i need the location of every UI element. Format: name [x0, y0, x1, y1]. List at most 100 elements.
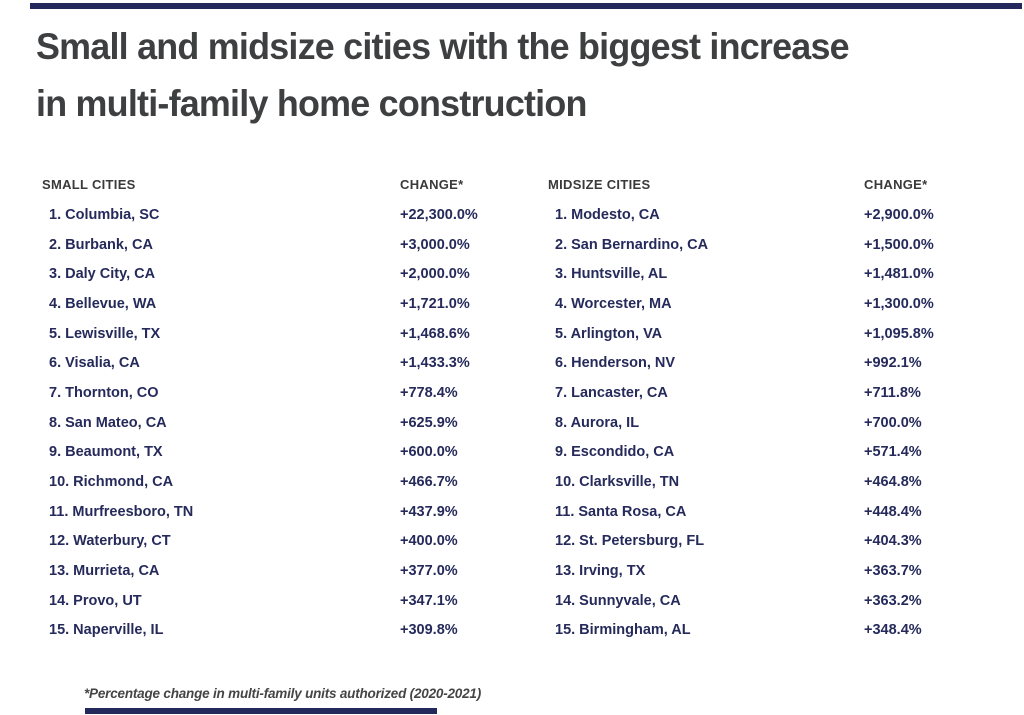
city-rank-name: 8. Aurora, IL [555, 414, 640, 431]
city-rank-name: 11. Santa Rosa, CA [555, 503, 687, 520]
change-value: +1,481.0% [864, 266, 934, 283]
table-row: 12. Waterbury, CT +400.0% [42, 527, 534, 557]
change-value: +2,000.0% [400, 266, 470, 283]
table-row: 5. Lewisville, TX +1,468.6% [42, 319, 534, 349]
change-value: +700.0% [864, 414, 922, 431]
table-row: 11. Murfreesboro, TN +437.9% [42, 497, 534, 527]
change-value: +1,433.3% [400, 355, 470, 372]
city-rank-name: 7. Lancaster, CA [555, 384, 668, 401]
city-rank-name: 2. San Bernardino, CA [555, 236, 709, 253]
city-rank-name: 14. Sunnyvale, CA [555, 592, 681, 609]
change-value: +1,468.6% [400, 325, 470, 342]
midsize-cities-change-header: CHANGE* [864, 176, 928, 192]
change-value: +363.2% [864, 592, 922, 609]
city-rank-name: 10. Clarksville, TN [555, 474, 680, 491]
change-value: +778.4% [400, 384, 458, 401]
city-rank-name: 4. Worcester, MA [555, 295, 672, 312]
table-row: 8. Aurora, IL +700.0% [548, 408, 1024, 438]
change-value: +1,500.0% [864, 236, 934, 253]
city-rank-name: 12. St. Petersburg, FL [555, 533, 705, 550]
city-rank-name: 13. Murrieta, CA [49, 563, 160, 580]
table-row: 1. Columbia, SC +22,300.0% [42, 200, 534, 230]
city-rank-name: 6. Visalia, CA [49, 355, 140, 372]
city-rank-name: 3. Daly City, CA [49, 266, 156, 283]
table-row: 4. Worcester, MA +1,300.0% [548, 289, 1024, 319]
table-row: 9. Beaumont, TX +600.0% [42, 438, 534, 468]
table-row: 7. Thornton, CO +778.4% [42, 378, 534, 408]
midsize-cities-rows: 1. Modesto, CA +2,900.0% 2. San Bernardino… [548, 200, 1024, 645]
city-rank-name: 15. Naperville, IL [49, 622, 164, 639]
change-value: +309.8% [400, 622, 458, 639]
city-rank-name: 9. Beaumont, TX [49, 444, 163, 461]
change-value: +711.8% [864, 384, 921, 401]
city-rank-name: 11. Murfreesboro, TN [49, 503, 194, 520]
change-value: +625.9% [400, 414, 458, 431]
table-row: 8. San Mateo, CA +625.9% [42, 408, 534, 438]
table-row: 15. Naperville, IL +309.8% [42, 616, 534, 646]
small-cities-header: SMALL CITIES [42, 176, 136, 192]
change-value: +464.8% [864, 474, 922, 491]
change-value: +348.4% [864, 622, 922, 639]
city-rank-name: 15. Birmingham, AL [555, 622, 691, 639]
page-title: Small and midsize cities with the bigges… [36, 18, 850, 132]
small-cities-change-header: CHANGE* [400, 176, 464, 192]
change-value: +1,095.8% [864, 325, 934, 342]
page-title-line1: Small and midsize cities with the bigges… [36, 26, 850, 67]
city-rank-name: 3. Huntsville, AL [555, 266, 668, 283]
midsize-cities-column: MIDSIZE CITIES CHANGE* 1. Modesto, CA +2,… [548, 177, 1024, 645]
city-rank-name: 5. Lewisville, TX [49, 325, 161, 342]
table-row: 12. St. Petersburg, FL +404.3% [548, 527, 1024, 557]
change-value: +2,900.0% [864, 206, 934, 223]
table-row: 9. Escondido, CA +571.4% [548, 438, 1024, 468]
table-row: 2. Burbank, CA +3,000.0% [42, 230, 534, 260]
change-value: +400.0% [400, 533, 458, 550]
page-title-line2: in multi-family home construction [36, 83, 587, 124]
table-row: 15. Birmingham, AL +348.4% [548, 616, 1024, 646]
city-rank-name: 7. Thornton, CO [49, 384, 159, 401]
change-value: +404.3% [864, 533, 922, 550]
small-cities-column: SMALL CITIES CHANGE* 1. Columbia, SC +22,… [42, 177, 534, 645]
table-row: 11. Santa Rosa, CA +448.4% [548, 497, 1024, 527]
city-rank-name: 6. Henderson, NV [555, 355, 676, 372]
change-value: +600.0% [400, 444, 458, 461]
table-row: 14. Provo, UT +347.1% [42, 586, 534, 616]
city-rank-name: 5. Arlington, VA [555, 325, 663, 342]
bottom-border-bar [85, 708, 437, 714]
small-cities-header-row: SMALL CITIES CHANGE* [42, 176, 534, 192]
change-value: +22,300.0% [400, 206, 478, 223]
change-value: +347.1% [400, 592, 458, 609]
change-value: +448.4% [864, 503, 922, 520]
table-row: 13. Irving, TX +363.7% [548, 556, 1024, 586]
table-row: 6. Henderson, NV +992.1% [548, 348, 1024, 378]
change-value: +466.7% [400, 474, 458, 491]
table-row: 13. Murrieta, CA +377.0% [42, 556, 534, 586]
table-row: 7. Lancaster, CA +711.8% [548, 378, 1024, 408]
change-value: +3,000.0% [400, 236, 470, 253]
change-value: +377.0% [400, 563, 458, 580]
table-row: 4. Bellevue, WA +1,721.0% [42, 289, 534, 319]
city-rank-name: 14. Provo, UT [49, 592, 142, 609]
table-row: 1. Modesto, CA +2,900.0% [548, 200, 1024, 230]
city-rank-name: 4. Bellevue, WA [49, 295, 157, 312]
table-row: 10. Richmond, CA +466.7% [42, 467, 534, 497]
change-value: +992.1% [864, 355, 922, 372]
city-rank-name: 1. Columbia, SC [49, 206, 160, 223]
change-value: +571.4% [864, 444, 922, 461]
table-row: 2. San Bernardino, CA +1,500.0% [548, 230, 1024, 260]
table-row: 5. Arlington, VA +1,095.8% [548, 319, 1024, 349]
city-rank-name: 13. Irving, TX [555, 563, 646, 580]
table-row: 14. Sunnyvale, CA +363.2% [548, 586, 1024, 616]
table-row: 6. Visalia, CA +1,433.3% [42, 348, 534, 378]
change-value: +363.7% [864, 563, 922, 580]
midsize-cities-header: MIDSIZE CITIES [548, 176, 651, 192]
table-row: 10. Clarksville, TN +464.8% [548, 467, 1024, 497]
footnote: *Percentage change in multi-family units… [84, 686, 482, 701]
city-rank-name: 10. Richmond, CA [49, 474, 174, 491]
change-value: +1,300.0% [864, 295, 934, 312]
city-rank-name: 8. San Mateo, CA [49, 414, 167, 431]
top-border-bar [30, 3, 1022, 9]
city-rank-name: 12. Waterbury, CT [49, 533, 171, 550]
table-row: 3. Huntsville, AL +1,481.0% [548, 259, 1024, 289]
small-cities-rows: 1. Columbia, SC +22,300.0% 2. Burbank, CA +… [42, 200, 534, 645]
